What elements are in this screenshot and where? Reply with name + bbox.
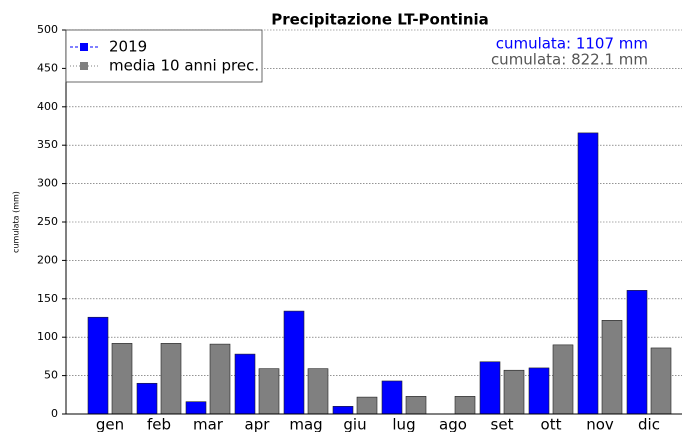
bar bbox=[332, 406, 354, 415]
y-tick-label: 250 bbox=[37, 215, 58, 228]
bar bbox=[650, 347, 672, 415]
legend-marker bbox=[80, 43, 88, 51]
y-tick-label: 100 bbox=[37, 330, 58, 343]
x-tick-label: set bbox=[491, 416, 514, 432]
bar bbox=[258, 368, 280, 415]
x-tick-label: mag bbox=[289, 416, 322, 432]
bar bbox=[528, 367, 550, 415]
y-tick-label: 450 bbox=[37, 61, 58, 74]
x-tick-label: dic bbox=[638, 416, 660, 432]
bar bbox=[381, 380, 403, 415]
bar bbox=[503, 369, 525, 415]
bar bbox=[283, 310, 305, 415]
x-tick-label: gen bbox=[96, 416, 124, 432]
x-tick-label: feb bbox=[147, 416, 171, 432]
y-tick-label: 300 bbox=[37, 177, 58, 190]
bar bbox=[552, 344, 574, 415]
legend-box bbox=[65, 29, 263, 83]
bar bbox=[234, 353, 256, 415]
bar bbox=[454, 396, 476, 415]
x-tick-label: apr bbox=[245, 416, 271, 432]
bar bbox=[209, 343, 231, 415]
y-tick-label: 350 bbox=[37, 138, 58, 151]
x-tick-label: ago bbox=[439, 416, 467, 432]
bar bbox=[356, 396, 378, 415]
chart-title: Precipitazione LT-Pontinia bbox=[271, 11, 489, 29]
y-tick-label: 150 bbox=[37, 292, 58, 305]
bar bbox=[111, 343, 133, 415]
bar bbox=[601, 320, 623, 415]
x-tick-label: mar bbox=[193, 416, 224, 432]
bar bbox=[136, 382, 158, 415]
legend-marker bbox=[80, 62, 88, 70]
y-tick-label: 50 bbox=[44, 369, 58, 382]
bar bbox=[626, 290, 648, 415]
y-tick-label: 0 bbox=[51, 407, 58, 420]
legend-label: 2019 bbox=[109, 38, 147, 56]
bar bbox=[307, 368, 329, 415]
x-tick-label: ott bbox=[541, 416, 562, 432]
bar bbox=[87, 316, 109, 415]
bar bbox=[479, 361, 501, 415]
legend-label: media 10 anni prec. bbox=[109, 57, 259, 75]
bar bbox=[405, 396, 427, 415]
annotation: cumulata: 1107 mm bbox=[496, 35, 648, 53]
bar bbox=[160, 343, 182, 415]
bar bbox=[185, 401, 207, 415]
y-tick-label: 500 bbox=[37, 23, 58, 36]
y-axis-label: cumulata (mm) bbox=[12, 191, 21, 253]
bar bbox=[577, 132, 599, 415]
y-tick-label: 200 bbox=[37, 253, 58, 266]
x-tick-label: giu bbox=[343, 416, 366, 432]
x-tick-label: nov bbox=[586, 416, 614, 432]
y-tick-label: 400 bbox=[37, 100, 58, 113]
x-tick-label: lug bbox=[392, 416, 415, 432]
annotation: cumulata: 822.1 mm bbox=[491, 51, 648, 69]
